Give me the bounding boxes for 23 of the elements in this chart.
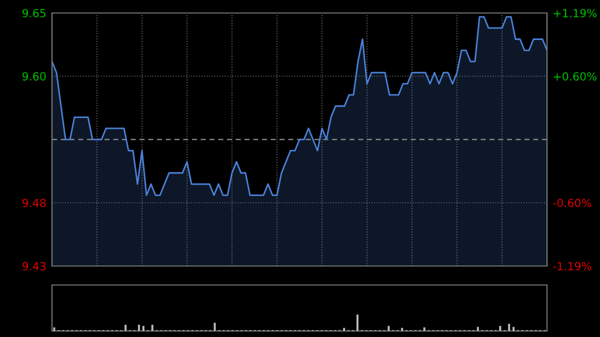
y2-tick-label: -0.60% [553, 198, 592, 208]
bar [388, 326, 390, 331]
bar [476, 326, 479, 331]
bar [512, 326, 515, 331]
y2-tick-label: +1.19% [554, 8, 597, 18]
bar [343, 328, 346, 331]
bar [499, 326, 502, 331]
y2-tick-label: +0.60% [554, 72, 597, 81]
bar [401, 328, 404, 331]
bar [124, 324, 127, 331]
bar [53, 327, 56, 331]
y-tick-label: 9.48 [22, 198, 46, 208]
y2-tick-label: -1.19% [553, 262, 592, 270]
bar [356, 314, 358, 331]
bar [138, 324, 140, 331]
bar [151, 324, 154, 331]
bar [142, 326, 144, 331]
bar [423, 327, 426, 331]
y-tick-label: 9.43 [22, 262, 46, 270]
bar [214, 322, 216, 331]
y-tick-label: 9.65 [22, 8, 46, 18]
y-tick-label: 9.60 [22, 72, 46, 81]
bar [508, 324, 510, 331]
